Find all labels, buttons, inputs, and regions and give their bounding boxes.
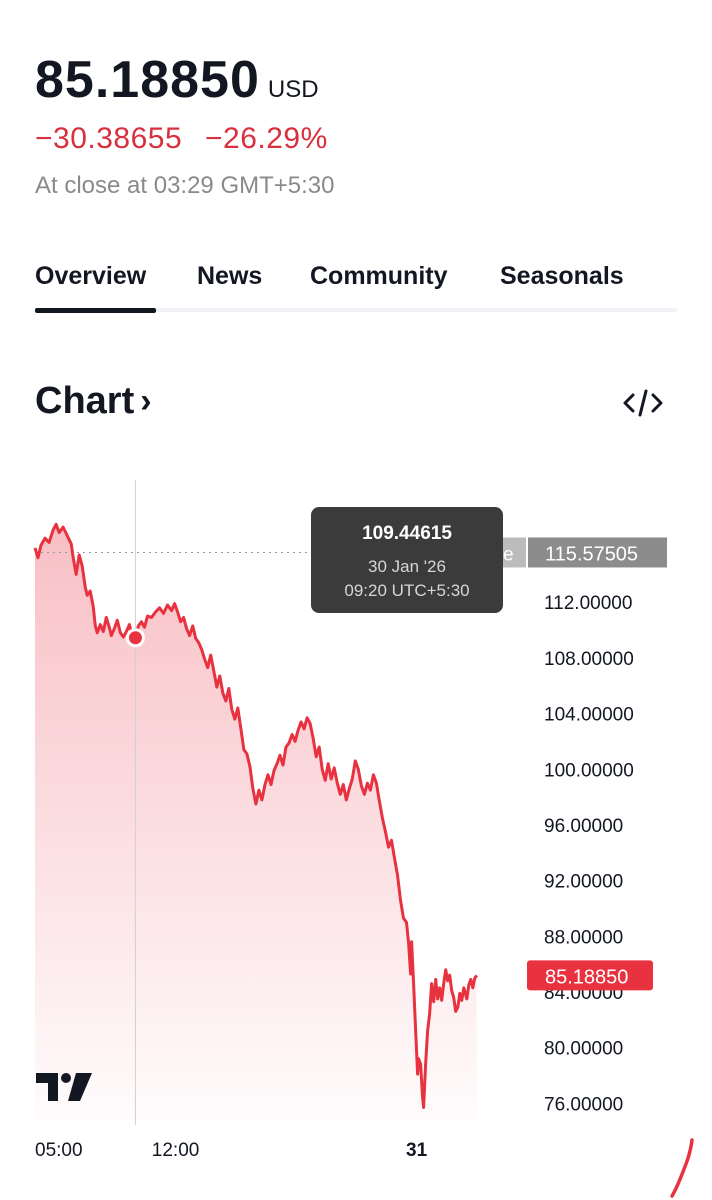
tab-bar: Overview News Community Seasonals [35, 262, 677, 313]
previous-close-tag-stub-text: e [503, 544, 514, 565]
code-icon[interactable] [622, 385, 664, 421]
chart-link[interactable]: Chart › [35, 380, 152, 423]
chart-heading-title: Chart [35, 380, 135, 422]
price-row: 85.18850 USD [35, 50, 319, 110]
last-price: 85.18850 [35, 51, 260, 109]
crosshair-tooltip: 109.44615 30 Jan '26 09:20 UTC+5:30 [311, 507, 503, 613]
y-tick-label: 80.00000 [544, 1039, 623, 1060]
tab-news[interactable]: News [197, 262, 263, 290]
line-layer [33, 522, 478, 1109]
x-tick-label: 31 [406, 1140, 428, 1161]
tooltip-date: 30 Jan '26 [368, 557, 446, 576]
area-layer [35, 524, 477, 1120]
pen-mark-icon [670, 1138, 694, 1198]
y-tick-label: 88.00000 [544, 927, 623, 948]
y-tick-label: 92.00000 [544, 872, 623, 893]
tooltip-time: 09:20 UTC+5:30 [344, 581, 470, 600]
previous-close-tag-label: 115.57505 [545, 543, 638, 565]
current-price-tag [527, 960, 653, 991]
active-tab-indicator [35, 308, 156, 313]
currency-label: USD [267, 76, 319, 103]
y-tick-label: 96.00000 [544, 816, 623, 837]
y-tick-label: 104.00000 [544, 705, 634, 726]
y-tick-label: 112.00000 [544, 593, 632, 614]
y-tick-label: 100.00000 [544, 760, 634, 781]
tab-overview[interactable]: Overview [35, 262, 147, 290]
tooltip-value: 109.44615 [362, 523, 452, 544]
previous-close-tag [528, 537, 667, 568]
price-chart[interactable]: 112.00000 108.00000 104.00000 100.00000 96.0… [0, 470, 712, 1170]
x-tick-label: 05:00 [35, 1140, 83, 1161]
price-change-percent: −26.29% [205, 122, 328, 155]
x-tick-label: 12:00 [151, 1140, 200, 1161]
tradingview-logo-icon [36, 1073, 92, 1101]
y-axis: 112.00000 108.00000 104.00000 100.00000 96.0… [544, 593, 634, 1115]
price-area [35, 524, 477, 1120]
price-line [33, 522, 478, 1109]
hover-layer [125, 628, 145, 648]
tab-seasonals[interactable]: Seasonals [500, 262, 624, 290]
close-info: At close at 03:29 GMT+5:30 [35, 172, 335, 199]
price-change: −30.38655 [35, 122, 183, 155]
hover-point [125, 628, 145, 648]
y-tick-label: 108.00000 [544, 649, 634, 670]
current-price-tag-label: 85.18850 [545, 966, 628, 988]
price-tags: e 115.57505 85.18850 [498, 537, 667, 991]
tab-community[interactable]: Community [310, 262, 448, 290]
tab-track [35, 308, 677, 312]
chevron-right-icon: › [140, 382, 152, 420]
change-row: −30.38655 −26.29% [35, 122, 328, 156]
y-tick-label: 76.00000 [544, 1094, 623, 1115]
